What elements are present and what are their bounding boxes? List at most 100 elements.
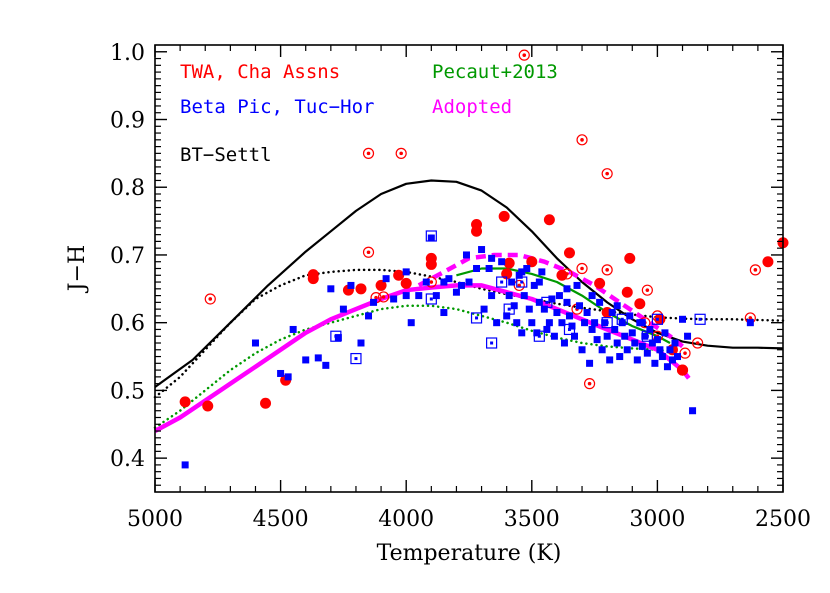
data-point [606, 356, 614, 364]
data-point [179, 396, 191, 408]
y-tick-label: 0.9 [110, 109, 145, 134]
data-point [440, 309, 448, 317]
x-tick-label: 3500 [504, 507, 560, 532]
data-point [520, 292, 528, 300]
data-point [576, 302, 584, 310]
data-point [689, 407, 697, 415]
data-point [663, 363, 671, 371]
data-point [402, 268, 410, 276]
data-point [362, 246, 375, 258]
data-point [594, 277, 606, 289]
data-point [691, 337, 704, 349]
data-point [535, 278, 543, 286]
data-point [395, 147, 407, 159]
legend-entry: Beta Pic, Tuc−Hor [180, 96, 374, 118]
x-tick-label: 2500 [755, 507, 811, 532]
data-point [457, 281, 465, 289]
data-point [586, 359, 594, 367]
data-point [641, 284, 653, 296]
data-point [638, 319, 646, 327]
data-point [593, 336, 601, 344]
data-point [646, 325, 654, 333]
y-tick-label: 0.5 [110, 379, 145, 404]
data-point [603, 332, 611, 340]
data-point [563, 285, 571, 293]
data-point [533, 329, 541, 337]
data-point [558, 319, 566, 327]
data-point [314, 354, 322, 362]
data-point [631, 339, 639, 347]
data-point [478, 246, 486, 254]
data-point [393, 269, 405, 281]
data-point [613, 302, 621, 310]
data-point [251, 339, 259, 347]
data-point [641, 332, 649, 340]
data-point [425, 293, 437, 305]
data-point [427, 234, 435, 242]
legend-entry: BT−Settl [180, 144, 272, 166]
data-point [581, 319, 589, 327]
data-point [350, 352, 362, 365]
data-point [676, 364, 689, 376]
data-point [648, 339, 656, 347]
data-point [679, 347, 691, 359]
series-line [153, 304, 672, 429]
data-point [762, 256, 774, 268]
data-point [651, 359, 659, 367]
data-point [440, 278, 448, 286]
data-point [415, 292, 423, 300]
y-tick-label: 0.8 [110, 176, 145, 201]
data-point [543, 214, 555, 226]
data-point [583, 378, 596, 390]
data-point [277, 369, 285, 377]
data-point [480, 305, 488, 313]
data-point [307, 269, 319, 281]
legend-entry: TWA, Cha Assns [180, 61, 340, 83]
plot-points [179, 49, 789, 469]
data-point [470, 312, 483, 324]
data-point [601, 264, 613, 276]
data-point [560, 339, 568, 347]
data-point [666, 346, 674, 354]
data-point [588, 325, 596, 333]
data-point [471, 225, 483, 237]
legend-entry: Adopted [432, 96, 512, 118]
legend: TWA, Cha Assns Pecaut+2013 Beta Pic, Tuc… [180, 61, 558, 166]
data-point [355, 283, 367, 295]
data-point [601, 317, 613, 329]
data-point [390, 295, 398, 303]
data-point [616, 313, 628, 325]
data-point [618, 319, 626, 327]
data-point [425, 258, 437, 270]
data-point [746, 319, 754, 327]
data-point [493, 319, 501, 327]
data-point [202, 400, 214, 412]
data-point [422, 278, 430, 286]
data-point [598, 346, 606, 354]
data-point [407, 319, 415, 327]
plot-lines [153, 179, 785, 433]
data-point [445, 275, 453, 283]
y-axis-title: J−H [65, 245, 90, 293]
data-point [498, 210, 510, 222]
data-point [503, 312, 511, 320]
data-point [530, 281, 538, 289]
data-point [543, 325, 551, 333]
data-point [523, 265, 531, 272]
x-axis-title: Temperature (K) [377, 541, 562, 566]
data-point [535, 298, 543, 306]
data-point [400, 277, 412, 289]
data-point [382, 275, 390, 283]
data-point [425, 230, 437, 242]
data-point [377, 291, 390, 303]
data-point [513, 319, 521, 327]
data-point [302, 356, 310, 364]
data-point [528, 319, 536, 327]
data-point [601, 168, 613, 180]
data-point [508, 278, 516, 286]
data-point [365, 312, 373, 320]
data-point [518, 268, 526, 276]
data-point [643, 349, 651, 357]
series-line [154, 179, 784, 388]
